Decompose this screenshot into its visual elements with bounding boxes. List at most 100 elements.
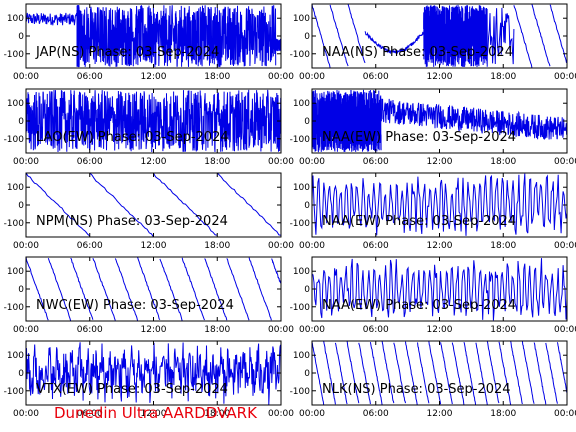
panel-naa-ew: 100 0 -100 00:00 06:00 12:00 18:00 00:00 NAA(EW)…	[290, 88, 576, 167]
x-tick-label: 12:00	[141, 241, 167, 251]
x-tick-label: 06:00	[363, 72, 389, 82]
trace-segment	[47, 258, 72, 321]
x-tick-label: 00:00	[268, 409, 294, 419]
y-tick-label: 0	[304, 117, 310, 127]
panel-naa-ew-3: 100 0 -100 00:00 06:00 12:00 18:00 00:00 NAA(EW)…	[290, 256, 576, 335]
y-tick-label: 0	[304, 32, 310, 42]
panel-naa-ew-2: 100 0 -100 00:00 06:00 12:00 18:00 00:00 NAA(EW)…	[290, 172, 576, 251]
panel-title: NAA(EW) Phase: 03-Sep-2024	[322, 214, 516, 229]
y-tick-label: -100	[290, 135, 311, 145]
y-tick-label: 0	[18, 117, 24, 127]
trace-segment	[364, 31, 424, 55]
trace-segment	[510, 341, 523, 405]
trace-segment	[114, 258, 139, 321]
panel-nlk-ns: 100 0 -100 00:00 06:00 12:00 18:00 00:00 NLK(NS)…	[290, 340, 576, 419]
y-tick-label: 100	[293, 99, 310, 109]
trace-segment	[405, 341, 418, 405]
x-tick-label: 18:00	[490, 72, 516, 82]
x-tick-label: 06:00	[77, 325, 103, 335]
trace-segment	[78, 4, 277, 68]
y-tick-label: -100	[290, 50, 311, 60]
y-tick-label: 100	[7, 183, 24, 193]
trace-segment	[358, 342, 371, 405]
y-tick-label: -100	[290, 303, 311, 313]
trace-segment	[248, 257, 272, 321]
y-tick-label: -100	[4, 135, 25, 145]
x-tick-label: 12:00	[141, 72, 167, 82]
y-tick-label: 100	[293, 267, 310, 277]
trace-segment	[312, 258, 567, 321]
x-tick-label: 00:00	[268, 72, 294, 82]
trace-segment	[271, 258, 281, 285]
y-tick-label: -100	[4, 219, 25, 229]
trace-segment	[346, 341, 360, 404]
x-tick-label: 00:00	[13, 72, 39, 82]
trace-segment	[334, 342, 348, 405]
x-tick-label: 00:00	[268, 157, 294, 167]
panel-title: NLK(NS) Phase: 03-Sep-2024	[322, 382, 511, 397]
trace-segment	[416, 342, 430, 404]
panel-title: NWC(EW) Phase: 03-Sep-2024	[36, 298, 234, 313]
x-tick-label: 00:00	[299, 157, 325, 167]
trace-segment	[451, 342, 465, 405]
trace-segment	[393, 342, 406, 404]
trace-segment	[521, 341, 535, 404]
trace-segment	[226, 258, 250, 321]
trace-segment	[323, 341, 336, 405]
x-tick-label: 18:00	[204, 241, 230, 251]
x-tick-label: 06:00	[77, 241, 103, 251]
x-tick-label: 00:00	[13, 325, 39, 335]
x-tick-label: 12:00	[141, 157, 167, 167]
panel-title: NAA(NS) Phase: 03-Sep-2024	[322, 45, 513, 60]
trace-segment	[26, 257, 49, 321]
trace-segment	[312, 4, 331, 68]
trace-segment	[533, 342, 547, 405]
y-tick-label: 0	[18, 201, 24, 211]
trace-segment	[26, 89, 281, 153]
trace-segment	[312, 341, 325, 405]
x-tick-label: 00:00	[299, 241, 325, 251]
x-tick-label: 12:00	[427, 325, 453, 335]
y-tick-label: 0	[18, 32, 24, 42]
panel-npm-ns: 100 0 -100 00:00 06:00 12:00 18:00 00:00 NPM(NS)…	[4, 172, 294, 251]
y-tick-label: 100	[7, 99, 24, 109]
x-tick-label: 00:00	[299, 72, 325, 82]
trace-segment	[475, 342, 488, 405]
x-tick-label: 18:00	[204, 325, 230, 335]
panel-vtx-ew: 100 0 -100 00:00 06:00 12:00 18:00 00:00 VTX(EW)…	[4, 340, 294, 419]
x-tick-label: 00:00	[554, 241, 576, 251]
x-tick-label: 06:00	[363, 409, 389, 419]
y-tick-label: 0	[304, 285, 310, 295]
y-tick-label: -100	[4, 50, 25, 60]
panel-lao-ew: 100 0 -100 00:00 06:00 12:00 18:00 00:00 LAO(EW)…	[4, 88, 294, 167]
trace-segment	[92, 258, 116, 321]
trace-segment	[486, 341, 500, 404]
x-tick-label: 00:00	[13, 241, 39, 251]
panel-nwc-ew: 100 0 -100 00:00 06:00 12:00 18:00 00:00 NWC(EW)…	[4, 256, 294, 335]
panel-title: VTX(EW) Phase: 03-Sep-2024	[36, 382, 228, 397]
trace-segment	[312, 89, 382, 153]
x-tick-label: 18:00	[490, 325, 516, 335]
trace-segment	[531, 4, 551, 67]
trace-segment	[275, 38, 281, 52]
trace-segment	[26, 173, 91, 237]
x-tick-label: 12:00	[427, 157, 453, 167]
y-tick-label: -100	[290, 387, 311, 397]
x-tick-label: 18:00	[204, 157, 230, 167]
trace-segment	[380, 98, 567, 140]
y-tick-label: 0	[304, 201, 310, 211]
y-tick-label: 0	[18, 369, 24, 379]
trace-segment	[216, 173, 281, 236]
x-tick-label: 00:00	[299, 409, 325, 419]
trace-segment	[159, 258, 183, 321]
trace-segment	[440, 342, 453, 405]
x-tick-label: 12:00	[427, 241, 453, 251]
y-tick-label: 0	[18, 285, 24, 295]
x-tick-label: 18:00	[490, 241, 516, 251]
x-tick-label: 12:00	[141, 409, 167, 419]
x-tick-label: 00:00	[299, 325, 325, 335]
trace-segment	[463, 341, 477, 405]
trace-segment	[26, 342, 281, 405]
trace-segment	[312, 173, 567, 236]
x-tick-label: 18:00	[490, 157, 516, 167]
